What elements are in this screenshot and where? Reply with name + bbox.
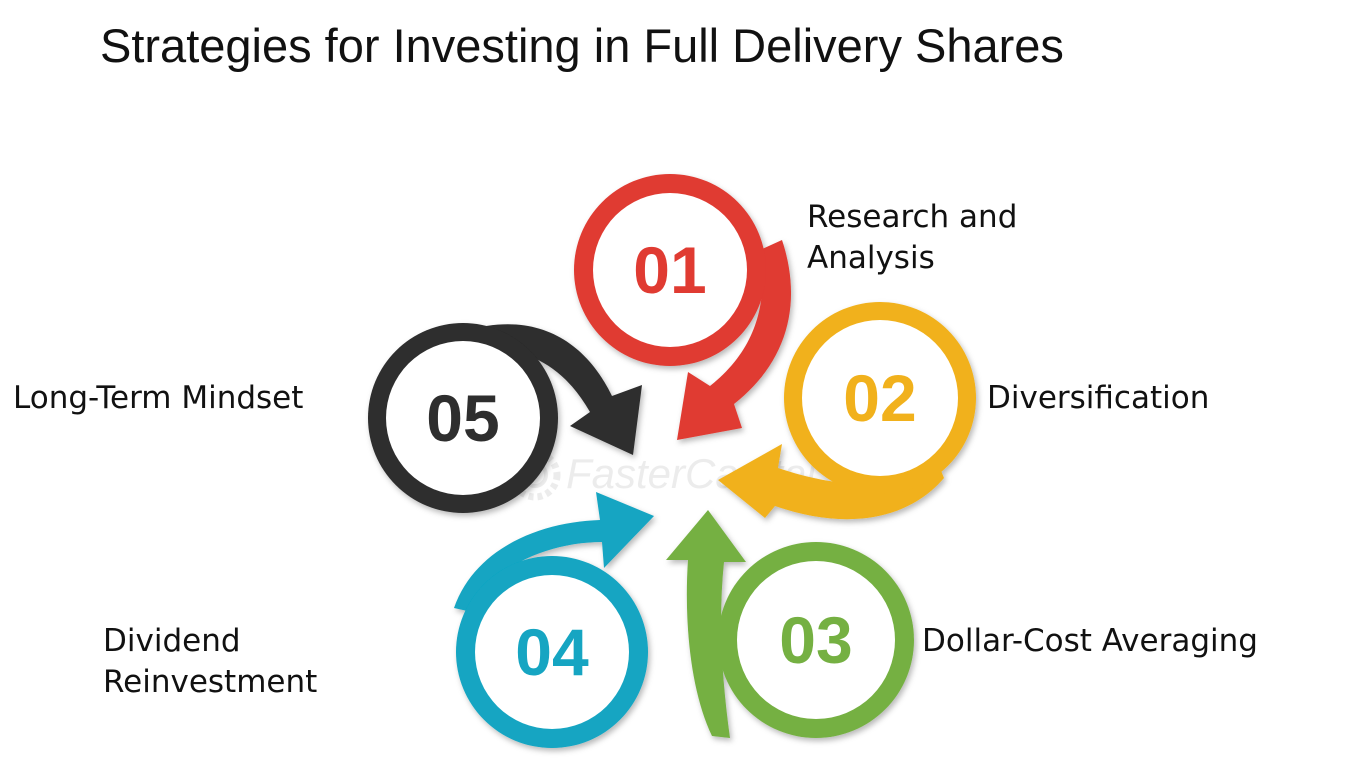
step-02-arrow-icon: [718, 444, 944, 520]
step-02-number: 02: [843, 361, 916, 435]
step-05-label-line: Long-Term Mindset: [13, 380, 304, 416]
step-04-number: 04: [515, 615, 589, 689]
step-03-shape: 03: [666, 510, 914, 738]
step-04-shape: 04: [454, 492, 654, 748]
step-02-label-line: Diversification: [987, 380, 1210, 416]
step-04-label-line: Dividend: [103, 623, 241, 659]
step-05-shape: 05: [368, 323, 642, 513]
step-01-number: 01: [633, 233, 706, 307]
diagram-title: Strategies for Investing in Full Deliver…: [100, 19, 1064, 72]
step-04-arrow-icon: [454, 492, 654, 612]
step-01-label-line: Research and: [807, 199, 1018, 235]
step-03-label: Dollar-Cost Averaging: [922, 621, 1258, 662]
step-01-shape: 01: [574, 174, 792, 440]
step-02-label: Diversification: [987, 378, 1209, 419]
step-04-label-line: Reinvestment: [103, 664, 318, 700]
step-01-label: Research and Analysis: [807, 197, 1017, 279]
step-03-arrow-icon: [666, 510, 746, 738]
step-05-label: Long-Term Mindset: [13, 378, 303, 419]
step-05-arrow-icon: [465, 324, 642, 455]
step-04-label: Dividend Reinvestment: [103, 621, 317, 703]
step-01-label-line: Analysis: [807, 240, 935, 276]
step-02-shape: 02: [718, 302, 976, 520]
step-03-number: 03: [779, 603, 852, 677]
step-05-number: 05: [426, 381, 499, 455]
step-03-label-line: Dollar-Cost Averaging: [922, 623, 1258, 659]
